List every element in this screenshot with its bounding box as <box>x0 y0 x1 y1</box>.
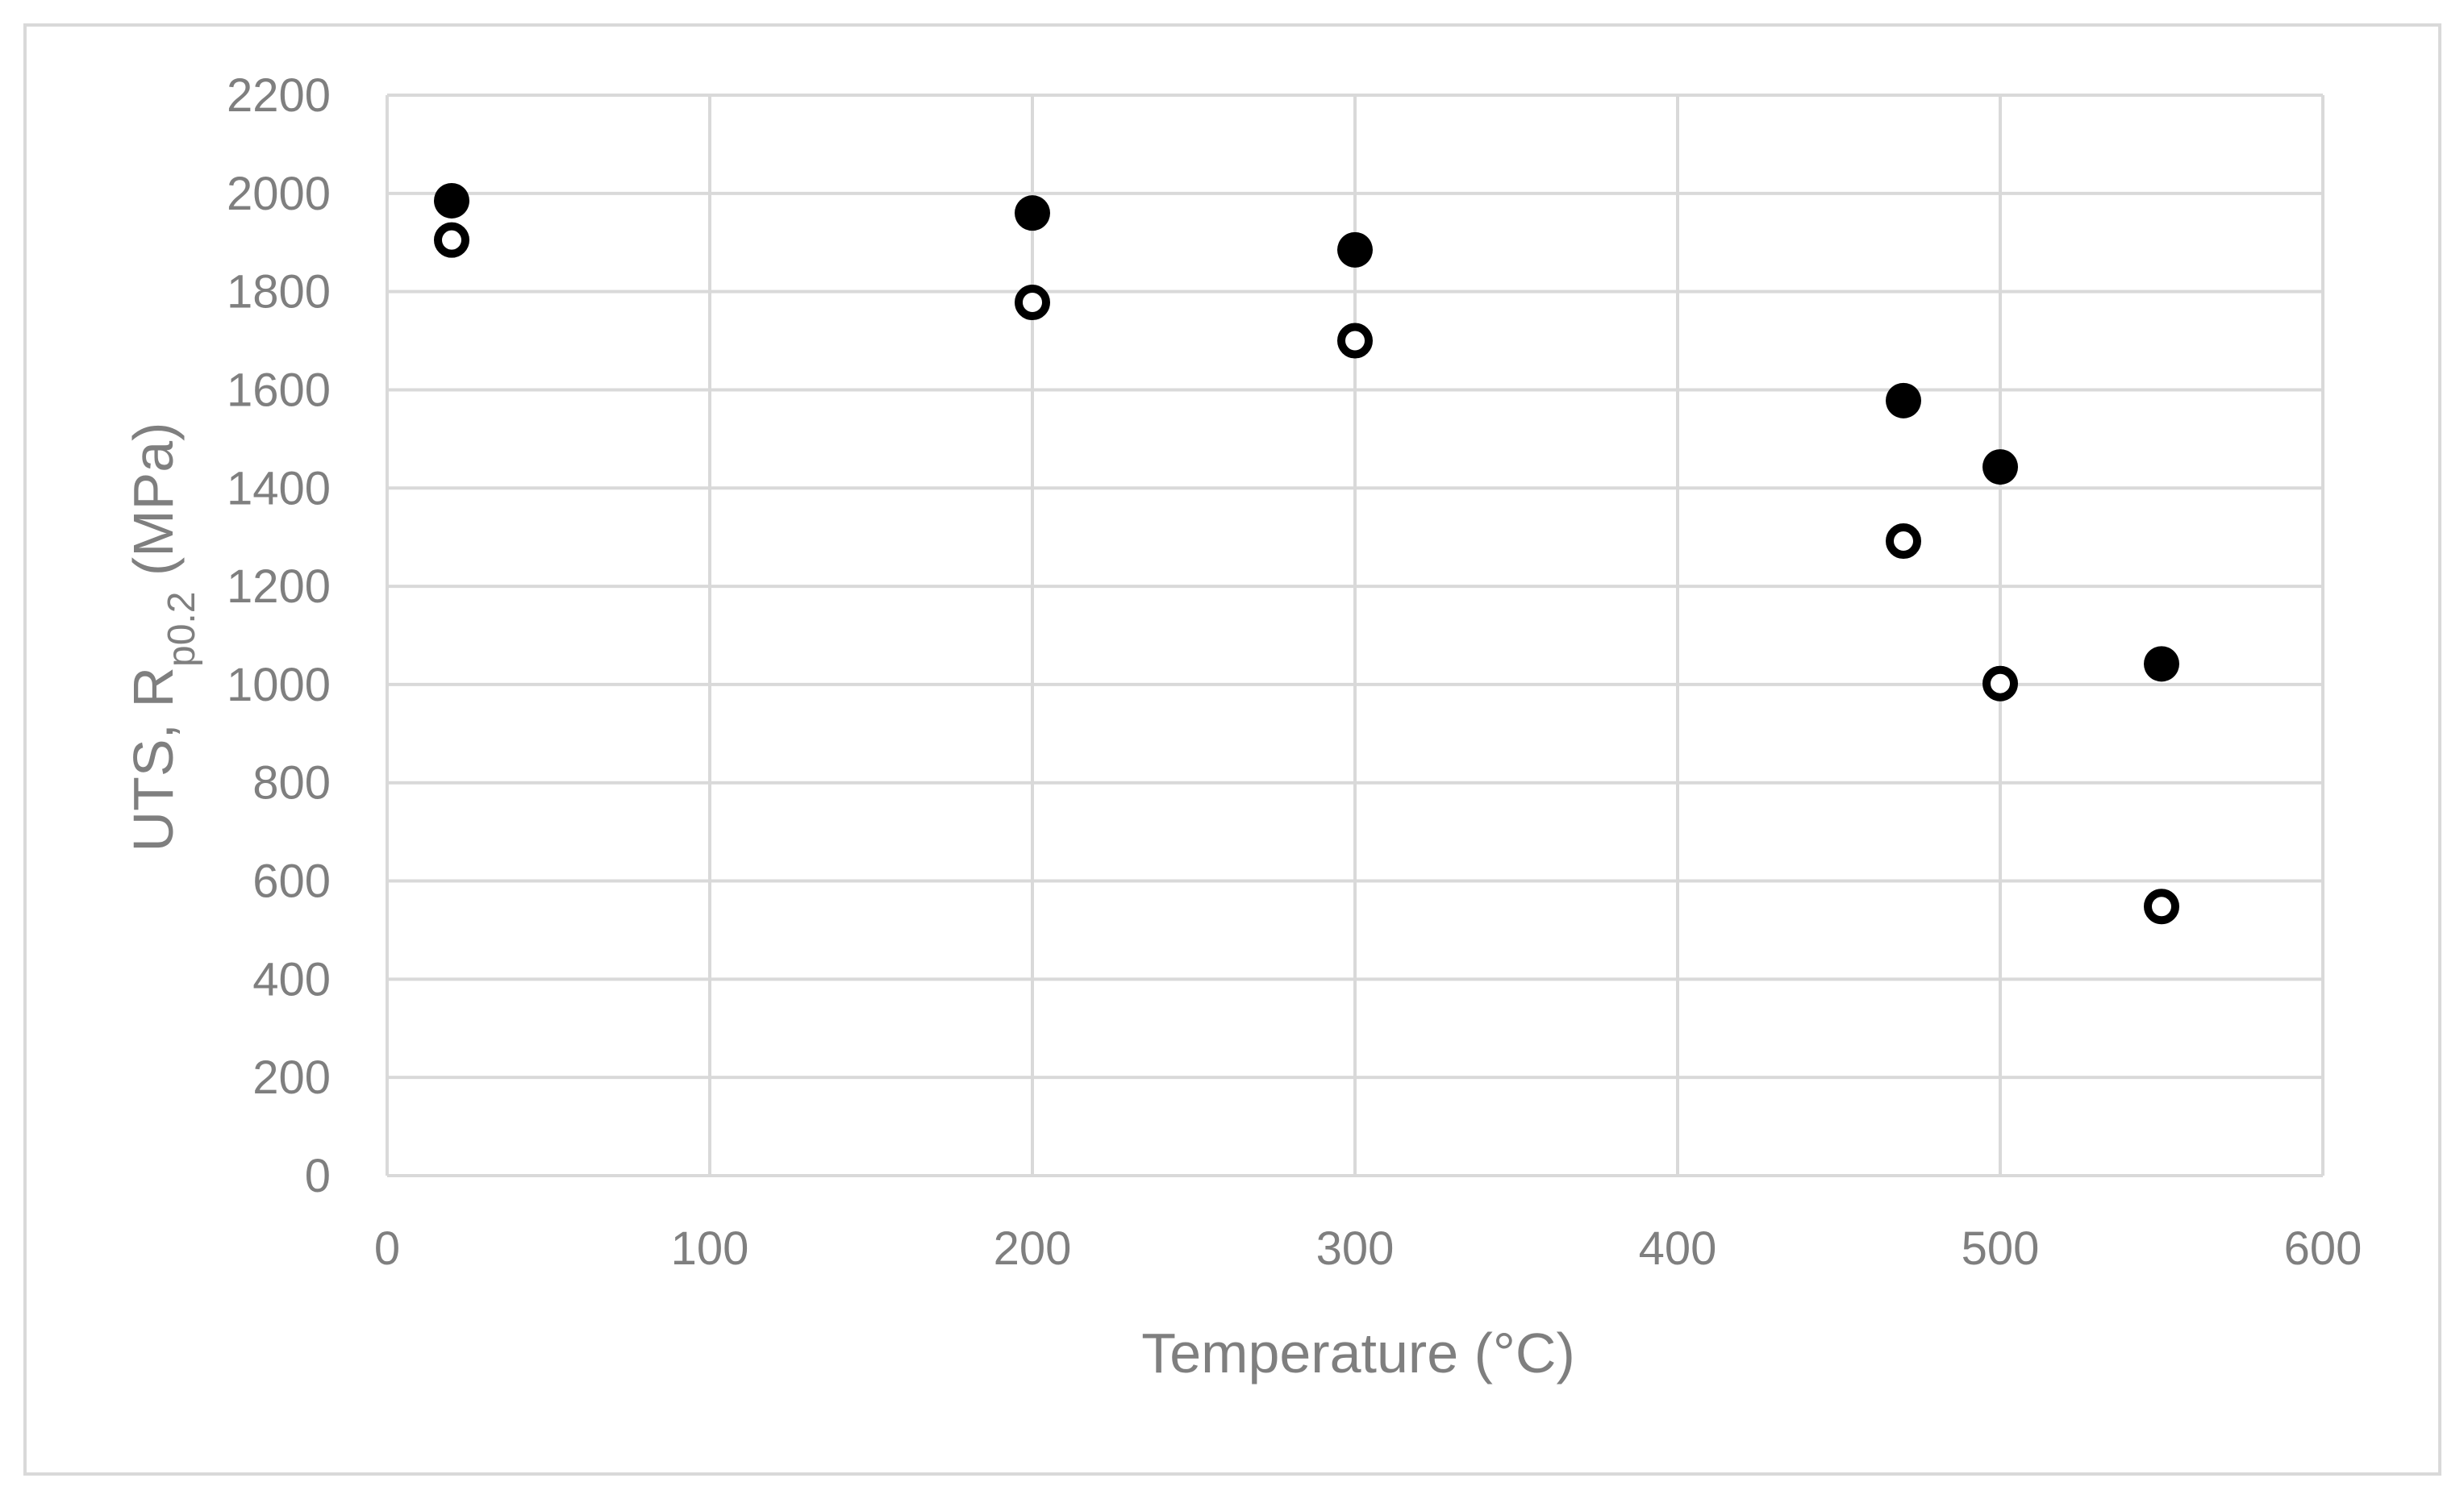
y-tick-label: 600 <box>252 856 331 908</box>
x-tick-label: 300 <box>1316 1222 1395 1275</box>
filled-data-point <box>434 182 469 219</box>
y-axis-title-subscript: p0.2 <box>161 592 203 667</box>
filled-data-point <box>1982 449 2018 485</box>
y-axis-title: UTS, Rp0.2 (MPa) <box>122 423 203 852</box>
open-data-point <box>1337 323 1373 359</box>
data-point-layer <box>434 182 2179 925</box>
open-data-point <box>434 222 469 258</box>
y-axis-title-suffix: (MPa) <box>122 423 185 592</box>
y-tick-label: 800 <box>252 757 331 810</box>
y-tick-label: 0 <box>305 1150 331 1202</box>
x-tick-label: 600 <box>2284 1222 2362 1275</box>
x-tick-label: 200 <box>994 1222 1072 1275</box>
y-tick-label: 1400 <box>227 462 331 514</box>
open-data-point <box>1886 523 1921 560</box>
filled-data-point <box>1015 195 1050 231</box>
tick-label-layer: 0200400600800100012001400160018002000220… <box>227 69 2362 1275</box>
open-data-point <box>2144 889 2179 925</box>
filled-data-point <box>1886 382 1921 418</box>
open-data-point <box>1015 285 1050 321</box>
y-tick-label: 2200 <box>227 69 331 122</box>
filled-data-point <box>2144 646 2179 682</box>
y-tick-label: 200 <box>252 1051 331 1104</box>
open-data-point <box>1982 665 2018 702</box>
x-tick-label: 100 <box>671 1222 749 1275</box>
y-tick-label: 1200 <box>227 560 331 613</box>
x-tick-label: 400 <box>1639 1222 1717 1275</box>
filled-data-point <box>1337 231 1373 268</box>
chart-frame <box>23 23 2441 1476</box>
x-tick-label: 0 <box>374 1222 400 1275</box>
y-tick-label: 1600 <box>227 364 331 416</box>
x-axis-title: Temperature (°C) <box>1141 1322 1575 1384</box>
y-tick-label: 2000 <box>227 168 331 220</box>
y-tick-label: 1800 <box>227 266 331 319</box>
y-axis-title-prefix: UTS, R <box>122 667 185 852</box>
y-tick-label: 400 <box>252 953 331 1006</box>
y-tick-label: 1000 <box>227 659 331 711</box>
x-tick-label: 500 <box>1962 1222 2040 1275</box>
